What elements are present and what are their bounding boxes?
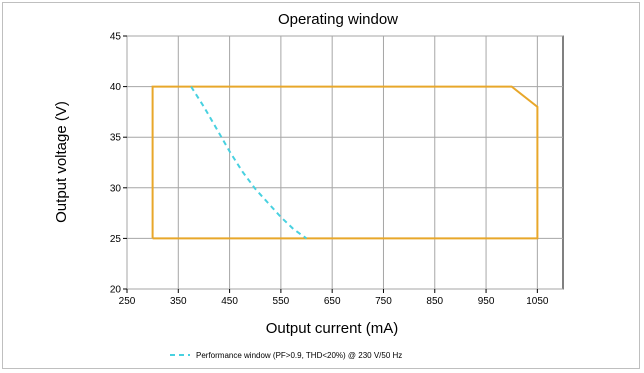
x-tick-label-650: 650 <box>324 296 341 307</box>
series-layer <box>151 85 539 240</box>
legend-label-performance-window: Performance window (PF>0.9, THD<20%) @ 2… <box>196 351 402 360</box>
x-tick-label-350: 350 <box>170 296 187 307</box>
x-axis-title: Output current (mA) <box>266 320 399 337</box>
legend: Performance window (PF>0.9, THD<20%) @ 2… <box>170 351 402 360</box>
y-tick-label-25: 25 <box>110 234 122 245</box>
y-axis-title: Output voltage (V) <box>53 101 70 223</box>
x-axis-ticks: 250 350 450 550 650 750 850 950 1050 <box>119 289 549 307</box>
y-tick-label-40: 40 <box>110 82 122 93</box>
x-tick-label-1050: 1050 <box>526 296 549 307</box>
y-tick-label-45: 45 <box>110 32 122 43</box>
x-tick-label-750: 750 <box>375 296 392 307</box>
y-tick-label-35: 35 <box>110 133 122 144</box>
series-operating-window <box>151 85 539 240</box>
y-axis-ticks: 20 25 30 35 40 45 <box>110 32 127 296</box>
x-tick-label-550: 550 <box>273 296 290 307</box>
chart-title: Operating window <box>278 11 398 28</box>
y-tick-label-20: 20 <box>110 285 122 296</box>
x-tick-label-250: 250 <box>119 296 136 307</box>
x-tick-label-950: 950 <box>478 296 495 307</box>
series-performance-window <box>190 86 308 240</box>
x-tick-label-850: 850 <box>426 296 443 307</box>
x-tick-label-450: 450 <box>221 296 238 307</box>
plot-area <box>126 35 564 290</box>
y-tick-label-30: 30 <box>110 183 122 194</box>
